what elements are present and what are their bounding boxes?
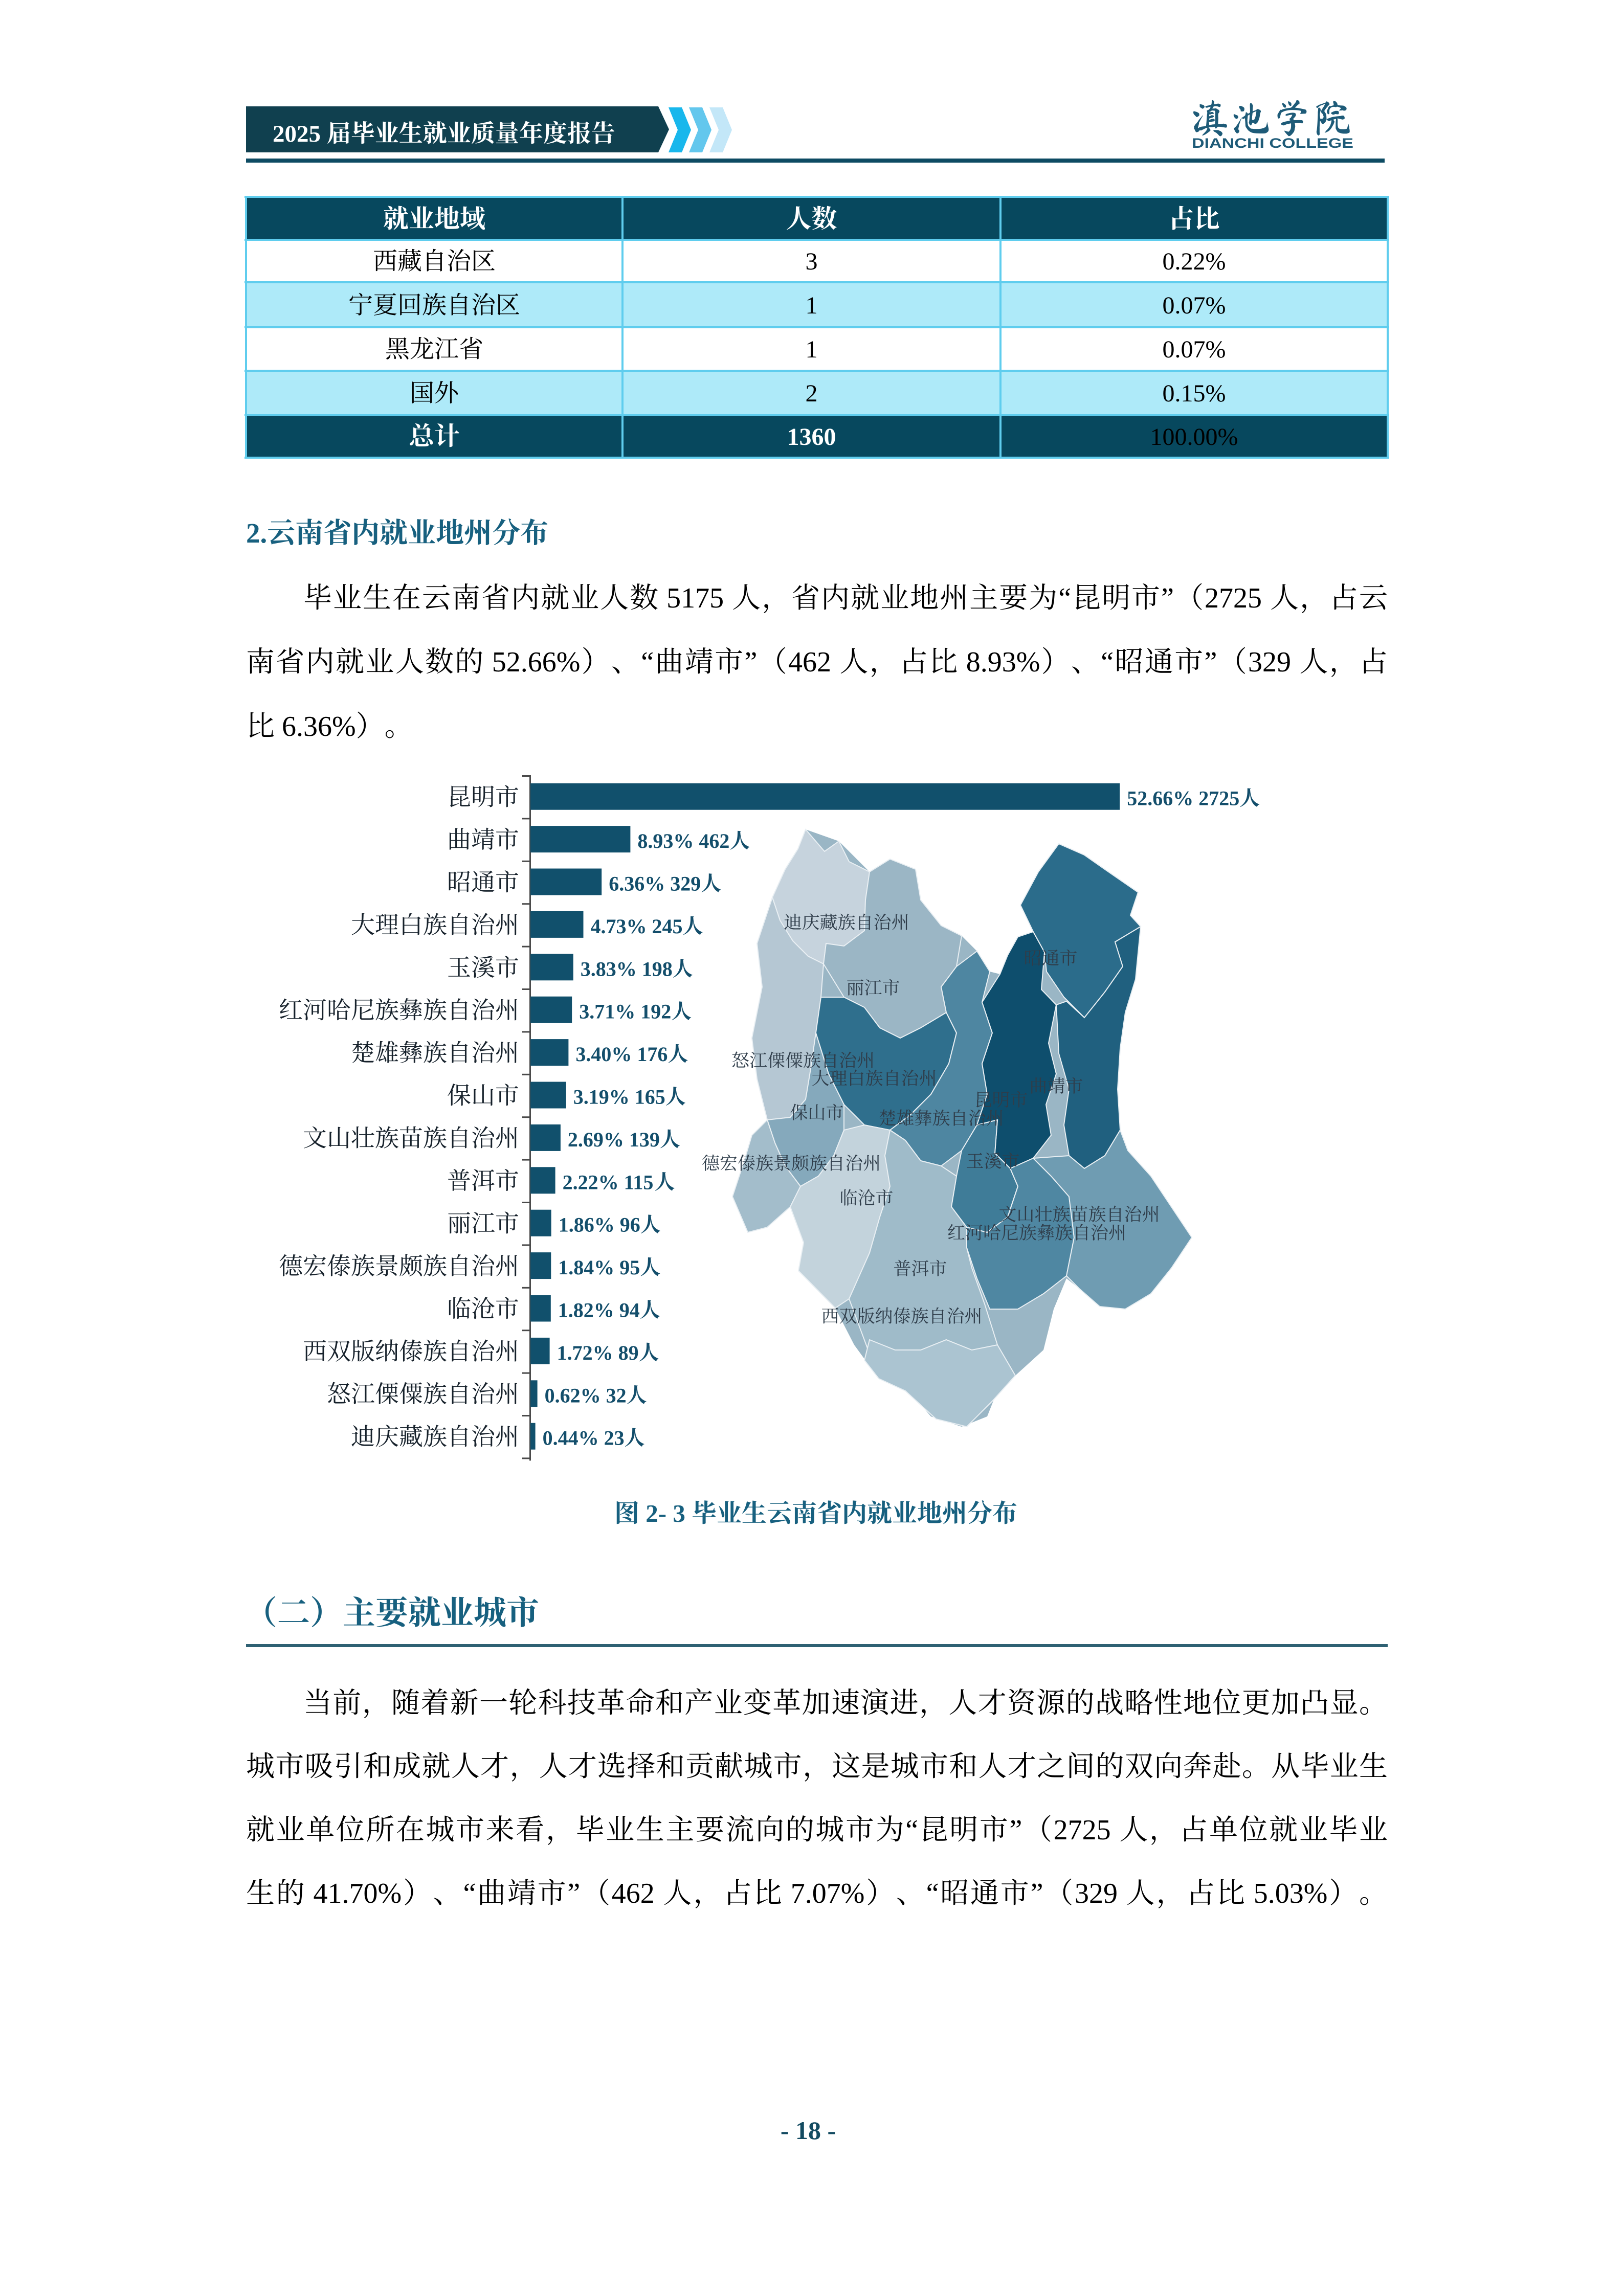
svg-text:“: “ — [905, 1814, 918, 1846]
svg-text:“: “ — [1101, 646, 1114, 678]
svg-text:2.: 2. — [246, 517, 267, 549]
svg-text:3.40% 176: 3.40% 176 — [575, 1043, 668, 1066]
svg-text:- 18 -: - 18 - — [781, 2116, 836, 2145]
svg-text:”: ” — [745, 646, 758, 678]
svg-text:1: 1 — [806, 292, 818, 319]
svg-text:1: 1 — [806, 336, 818, 363]
svg-text:“: “ — [926, 1878, 939, 1909]
svg-text:”: ” — [567, 1878, 580, 1909]
svg-text:1.84% 95: 1.84% 95 — [558, 1256, 640, 1279]
svg-text:0.07%: 0.07% — [1163, 292, 1226, 319]
svg-text:329: 329 — [1248, 646, 1298, 678]
svg-text:1.82% 94: 1.82% 94 — [558, 1299, 640, 1322]
svg-text:52.66% 2725: 52.66% 2725 — [1127, 787, 1239, 810]
svg-text:3.19% 165: 3.19% 165 — [573, 1086, 665, 1109]
svg-text:41.70%: 41.70% — [306, 1878, 402, 1909]
svg-text:3: 3 — [806, 248, 818, 275]
svg-text:8.93%: 8.93% — [959, 646, 1040, 678]
svg-text:5175: 5175 — [659, 582, 731, 614]
svg-text:”: ” — [1205, 646, 1217, 678]
svg-text:“: “ — [1058, 582, 1071, 614]
svg-text:8.93% 462: 8.93% 462 — [637, 829, 729, 852]
svg-text:”: ” — [1010, 1814, 1022, 1846]
svg-text:0.15%: 0.15% — [1163, 380, 1226, 407]
svg-text:2.69% 139: 2.69% 139 — [568, 1128, 660, 1151]
svg-text:1.86% 96: 1.86% 96 — [559, 1213, 640, 1236]
svg-text:3.71% 192: 3.71% 192 — [579, 1000, 671, 1023]
svg-text:100.00%: 100.00% — [1150, 423, 1238, 451]
svg-text:2025: 2025 — [273, 121, 327, 147]
svg-text:DIANCHI COLLEGE: DIANCHI COLLEGE — [1192, 136, 1353, 151]
svg-text:2725: 2725 — [1054, 1814, 1118, 1846]
svg-text:”: ” — [1031, 1878, 1043, 1909]
svg-text:0.44% 23: 0.44% 23 — [543, 1427, 625, 1450]
svg-text:6.36%: 6.36% — [275, 711, 356, 742]
svg-text:2.22% 115: 2.22% 115 — [563, 1170, 654, 1194]
svg-text:6.36% 329: 6.36% 329 — [609, 872, 701, 895]
svg-text:0.07%: 0.07% — [1163, 336, 1226, 363]
svg-text:1360: 1360 — [787, 423, 836, 451]
svg-text:4.73% 245: 4.73% 245 — [591, 915, 683, 938]
svg-text:462: 462 — [612, 1878, 662, 1909]
svg-text:0.22%: 0.22% — [1163, 248, 1226, 275]
svg-text:2- 3: 2- 3 — [639, 1499, 692, 1527]
svg-text:“: “ — [463, 1878, 476, 1909]
svg-text:329: 329 — [1075, 1878, 1125, 1909]
svg-text:52.66%: 52.66% — [485, 646, 581, 678]
svg-text:462: 462 — [788, 646, 838, 678]
svg-text:1.72% 89: 1.72% 89 — [557, 1341, 639, 1364]
svg-text:2725: 2725 — [1205, 582, 1269, 614]
svg-text:7.07%: 7.07% — [784, 1878, 865, 1909]
svg-text:“: “ — [641, 646, 654, 678]
svg-text:”: ” — [1161, 582, 1174, 614]
svg-text:0.62% 32: 0.62% 32 — [545, 1384, 627, 1407]
svg-text:2: 2 — [806, 380, 818, 407]
svg-text:5.03%: 5.03% — [1247, 1878, 1328, 1909]
svg-text:3.83% 198: 3.83% 198 — [581, 957, 673, 980]
